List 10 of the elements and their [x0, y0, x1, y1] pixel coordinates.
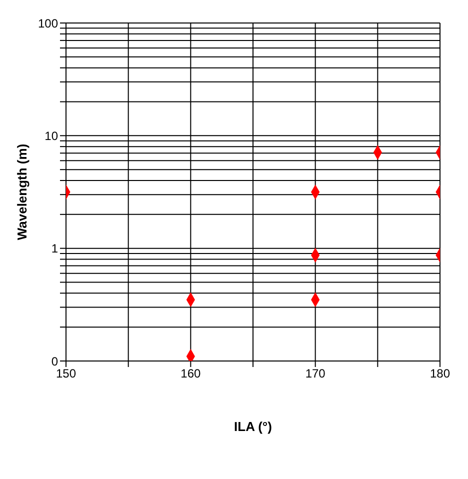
y-axis-title: Wavelength (m) — [14, 144, 30, 240]
y-tick-label: 0 — [51, 354, 58, 368]
y-tick-label: 10 — [44, 128, 58, 143]
x-axis-title: ILA (°) — [234, 419, 272, 434]
y-tick-label: 1 — [51, 242, 58, 256]
x-tick-label: 160 — [180, 366, 201, 381]
y-tick-label: 100 — [38, 16, 58, 30]
x-tick-label: 170 — [305, 366, 326, 381]
x-tick-label: 150 — [56, 366, 76, 381]
x-tick-label: 180 — [430, 366, 450, 381]
